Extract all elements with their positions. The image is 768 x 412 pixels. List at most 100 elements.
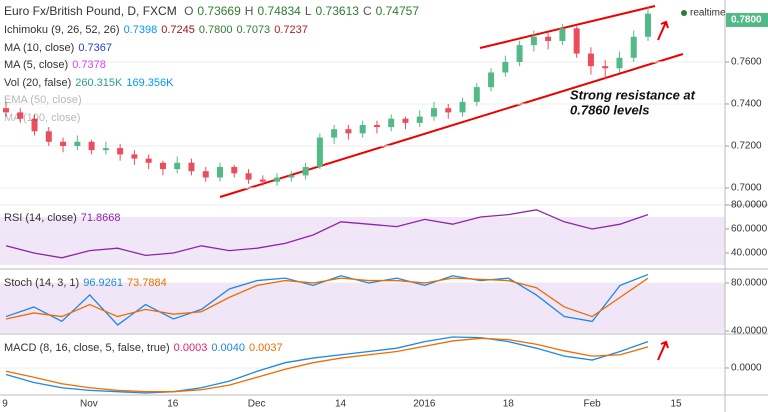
candle-body — [88, 141, 95, 151]
annotation: Strong resistance at — [570, 87, 696, 102]
candle-body — [3, 108, 9, 113]
candle-body — [559, 28, 566, 41]
candle-body — [45, 131, 52, 142]
pane-legend: MACD (8, 16, close, 5, false, true) 0.000… — [4, 341, 287, 355]
pane-value: 0.0040 — [211, 342, 245, 354]
pane-value: 0.0003 — [173, 342, 208, 354]
ohlc-key: O — [184, 4, 194, 18]
indicator-name: MA (10, close) — [4, 41, 75, 54]
y-tick-label: 0.0000 — [731, 363, 762, 374]
indicator-value: 0.7398 — [123, 24, 158, 36]
indicator-value: 0.7378 — [72, 59, 106, 71]
y-tick-label: 60.0000 — [731, 224, 768, 235]
candle-body — [302, 166, 309, 176]
candle-body — [459, 101, 466, 113]
ohlc-value: 0.74757 — [375, 4, 419, 18]
indicator-legend: MA (100, close) — [4, 111, 84, 125]
pane-value: 71.8668 — [80, 212, 121, 224]
indicator-value: 0.7073 — [236, 24, 271, 36]
candle-body — [473, 87, 480, 102]
candle-body — [231, 166, 238, 174]
y-tick-label: 0.7600 — [731, 57, 762, 68]
x-tick-label: 15 — [670, 399, 682, 410]
annotation: 0.7860 levels — [570, 102, 650, 117]
ohlc-key: L — [304, 4, 312, 18]
candle-body — [488, 72, 495, 88]
y-tick-label: 0.7000 — [731, 183, 762, 194]
symbol-title: Euro Fx/British Pound, D, FXCM — [4, 4, 177, 18]
header: Euro Fx/British Pound, D, FXCM O 0.73669 H… — [4, 4, 427, 18]
candle-body — [573, 28, 580, 54]
indicator-legend: EMA (50, close) — [4, 93, 86, 107]
indicator-name: Vol (20, false) — [4, 76, 72, 89]
y-tick-label: 80.0000 — [731, 278, 768, 289]
indicator-legend: MA (5, close) 0.7378 — [4, 58, 110, 72]
candle-body — [245, 173, 252, 180]
candle-body — [331, 129, 338, 138]
price-tag-label: 0.7800 — [731, 15, 762, 26]
rsi-band — [0, 217, 725, 265]
candle-body — [345, 129, 352, 134]
resistance-trendline — [479, 5, 656, 49]
candle-body — [202, 171, 209, 178]
status-dot — [681, 10, 687, 16]
price-tag — [726, 12, 768, 27]
candle-body — [274, 177, 281, 182]
x-tick-label: Feb — [584, 399, 602, 410]
candle-body — [388, 118, 395, 128]
pane-title: MACD (8, 16, close, 5, false, true) — [4, 342, 170, 354]
candle-body — [373, 124, 380, 128]
support-trendline — [219, 53, 684, 198]
candle-body — [174, 162, 181, 170]
x-tick-label: 14 — [335, 399, 347, 410]
indicator-value: 0.7367 — [78, 41, 112, 54]
candle-body — [545, 36, 552, 41]
candle-body — [431, 108, 437, 117]
candle-body — [645, 13, 651, 37]
indicator-value: 0.7800 — [198, 24, 233, 36]
ohlc-value: 0.74834 — [257, 4, 301, 18]
indicator-name: EMA (50, close) — [4, 94, 82, 106]
candle-body — [359, 124, 366, 134]
x-tick-label: Dec — [248, 399, 266, 410]
indicator-legend: Ichimoku (9, 26, 52, 26) 0.7398 0.7245 0.78… — [4, 23, 312, 37]
x-tick-label: 16 — [167, 399, 179, 410]
candle-body — [188, 162, 195, 172]
y-tick-label: 80.0000 — [731, 200, 768, 211]
indicator-name: MA (100, close) — [4, 111, 81, 124]
candle-body — [502, 61, 509, 73]
pane-title: RSI (14, close) — [4, 212, 77, 224]
pane-legend: RSI (14, close) 71.8668 — [4, 211, 125, 225]
indicator-name: MA (5, close) — [4, 59, 69, 71]
candle-body — [630, 36, 637, 58]
candle-body — [402, 118, 409, 123]
candle-body — [31, 118, 38, 132]
indicator-line — [5, 277, 649, 320]
status: realtime — [690, 8, 726, 19]
candle-body — [316, 137, 323, 167]
arrow — [657, 340, 669, 361]
y-tick-label: 40.0000 — [731, 326, 768, 337]
indicator-name: Ichimoku (9, 26, 52, 26) — [4, 24, 120, 36]
x-tick-label: Nov — [80, 399, 98, 410]
pane-value: 73.7884 — [126, 277, 167, 289]
candle-body — [288, 175, 295, 178]
candle-body — [159, 162, 166, 170]
indicator-value: 0.7245 — [161, 24, 195, 36]
indicator-line — [5, 337, 649, 393]
candle-body — [74, 141, 81, 146]
arrow — [657, 20, 669, 41]
ohlc-key: H — [244, 4, 254, 18]
candle-body — [616, 57, 623, 69]
candle-body — [516, 45, 523, 62]
candle-body — [587, 53, 594, 67]
y-tick-label: 0.7400 — [731, 99, 762, 110]
candle-body — [602, 66, 609, 69]
candle-body — [60, 141, 67, 146]
candle-body — [117, 148, 124, 155]
indicator-value: 0.7237 — [274, 24, 308, 36]
indicator-value: 260.315K — [75, 76, 123, 89]
x-tick-label: 18 — [503, 399, 515, 410]
